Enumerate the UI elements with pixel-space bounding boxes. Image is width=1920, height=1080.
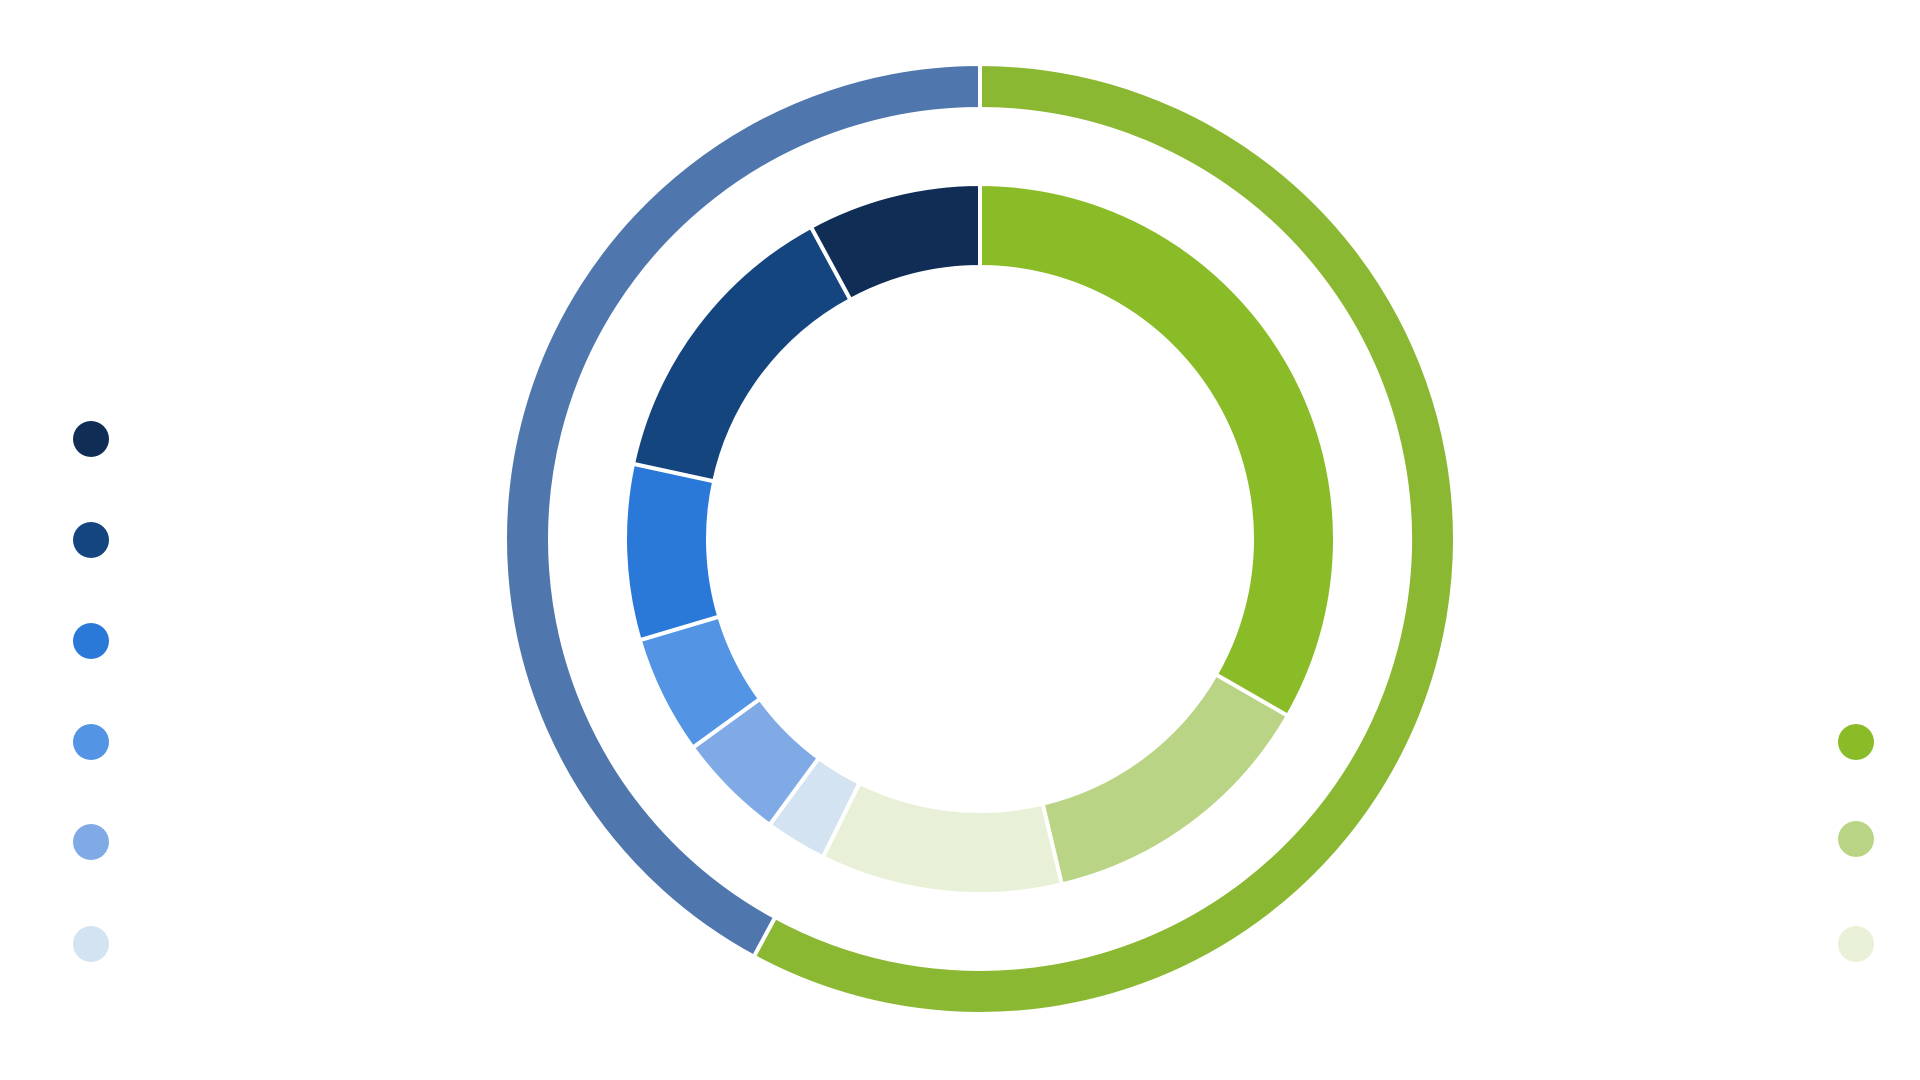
legend-right-marker-2 [1838,821,1874,857]
inner-ring-slice-8 [631,224,853,484]
inner-ring-slice-7 [623,461,722,643]
inner-ring-slice-2 [1040,672,1290,887]
inner-ring-slice-3 [820,780,1064,896]
legend-right-marker-1 [1838,724,1874,760]
legend-left-marker-5 [73,824,109,860]
legend-left-marker-3 [73,623,109,659]
legend-left-marker-6 [73,926,109,962]
legend-left-marker-1 [73,421,109,457]
legend-right-marker-3 [1838,926,1874,962]
inner-ring-slice-1 [978,182,1337,718]
inner-ring-slice-9 [808,182,982,302]
outer-ring-slice-2 [503,62,982,959]
legend-left-marker-4 [73,724,109,760]
legend-left-marker-2 [73,522,109,558]
outer-ring-slice-1 [751,62,1457,1016]
